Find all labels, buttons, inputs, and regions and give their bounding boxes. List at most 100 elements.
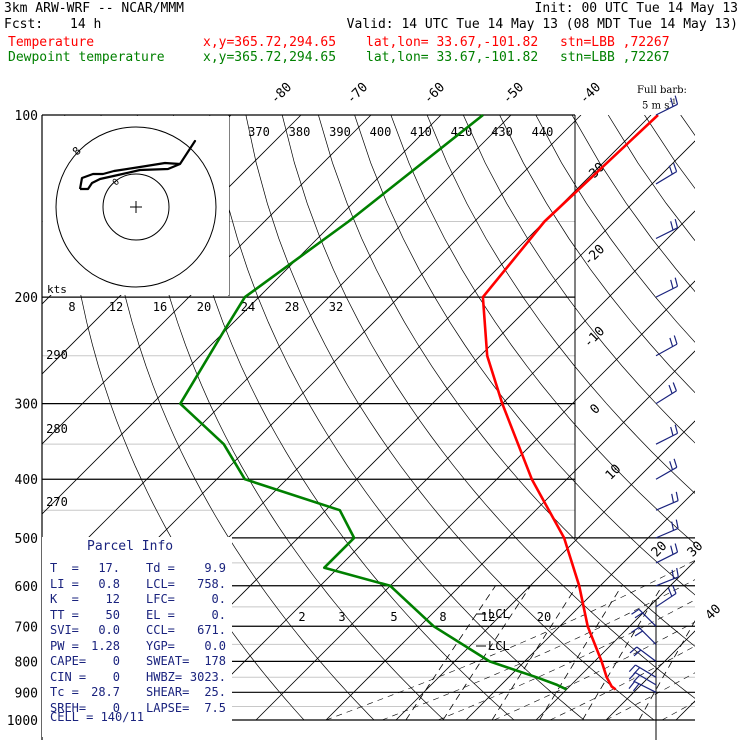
- theta-label: 270: [46, 495, 68, 509]
- wind-barb-flag: [629, 646, 638, 654]
- parcel-param-label: PW =: [50, 638, 79, 653]
- wind-barb-flag: [673, 335, 678, 345]
- valid-time: Valid: 14 UTC Tue 14 May 13 (08 MDT Tue …: [346, 17, 738, 32]
- wind-barb-shaft: [655, 343, 678, 357]
- parcel-param-value: 0.: [211, 607, 226, 622]
- parcel-param-value: 25.: [204, 685, 226, 699]
- dry-adiabat: [462, 115, 695, 444]
- parcel-param-label: SHEAR=: [146, 685, 190, 699]
- pressure-tick-label: 100: [15, 109, 38, 124]
- forecast-label: Fcst:: [4, 17, 44, 32]
- parcel-param-value: 1.28: [91, 638, 120, 653]
- wind-barb-flag: [674, 277, 679, 287]
- hodograph-ring-label: 0: [111, 177, 122, 188]
- full-barb-label: Full barb:: [637, 85, 687, 96]
- parcel-param-value: 0.0: [98, 623, 120, 637]
- wind-barb-flag: [667, 587, 673, 597]
- parcel-info-panel: Parcel Info T = 17. Td = 9.9 LI = 0.8 LCL= 758.…: [42, 537, 232, 737]
- mixing-ratio-label: 2: [298, 610, 305, 624]
- parcel-param-label: CCL=: [146, 623, 175, 637]
- wind-barb-flag: [628, 664, 636, 673]
- wind-barb-flag: [669, 337, 674, 347]
- parcel-param-value: 758.: [197, 576, 226, 591]
- dry-adiabat: [499, 115, 695, 394]
- wind-barb-flag: [634, 630, 643, 637]
- speed-tick-label: 32: [329, 300, 343, 314]
- mixing-ratio-line: [582, 585, 663, 720]
- wind-barb-flag: [628, 681, 635, 689]
- theta-label: 430: [491, 125, 513, 139]
- pressure-tick-label: 200: [15, 291, 38, 306]
- parcel-param-value: 0: [112, 700, 120, 715]
- isotherm-label: -50: [500, 80, 527, 107]
- wind-barb-shaft: [655, 227, 678, 240]
- pressure-tick-label: 600: [15, 580, 38, 595]
- moist-adiabat: [493, 621, 695, 720]
- dry-adiabat: [717, 115, 740, 720]
- parcel-param-label: EL =: [146, 607, 175, 622]
- dry-adiabat: [245, 115, 655, 720]
- wind-barb-shaft: [638, 626, 657, 645]
- parcel-param-value: 0: [112, 669, 120, 684]
- isotherm-label: -20: [581, 242, 608, 269]
- temperature-xy: x,y=365.72,294.65: [203, 35, 337, 50]
- wind-barb-shaft: [655, 551, 678, 564]
- isotherm-label: -70: [344, 80, 371, 107]
- lcl-label: LCL: [488, 639, 510, 653]
- dry-adiabat: [136, 115, 445, 720]
- wind-barb-flag: [628, 672, 636, 680]
- hodograph-trace: [78, 139, 197, 191]
- parcel-param-value: 9.9: [204, 561, 226, 575]
- wind-barb-flag: [675, 519, 679, 529]
- moist-adiabat: [661, 701, 695, 720]
- theta-label: 400: [370, 125, 392, 139]
- wind-barb-flag: [671, 521, 675, 531]
- dry-adiabat: [100, 115, 375, 720]
- dewpoint-latlon: lat,lon= 33.67,-101.82: [366, 50, 539, 65]
- speed-tick-label: 12: [109, 300, 123, 314]
- isotherm: [605, 630, 695, 720]
- lcl-label: LCL: [488, 607, 510, 621]
- isotherm-label: 40: [703, 602, 725, 624]
- wind-barb-flag: [676, 567, 679, 578]
- pressure-tick-label: 300: [15, 398, 38, 413]
- isotherm: [185, 210, 695, 720]
- wind-barb-shaft: [636, 646, 657, 662]
- parcel-param-value: 12: [105, 592, 120, 606]
- mixing-ratio-line: [405, 585, 496, 720]
- parcel-param-value: 3023.: [189, 669, 226, 684]
- init-time: Init: 00 UTC Tue 14 May 13: [534, 1, 739, 16]
- pressure-tick-label: 800: [15, 655, 38, 670]
- isotherm-label: 30: [685, 539, 707, 561]
- wind-barb-flag: [672, 382, 677, 392]
- parcel-param-label: K =: [50, 592, 79, 606]
- mixing-ratio-label: 20: [537, 610, 551, 624]
- parcel-param-label: LFC=: [146, 592, 175, 606]
- theta-label: 390: [329, 125, 351, 139]
- hodograph-ring: [55, 126, 217, 288]
- temperature-latlon: lat,lon= 33.67,-101.82: [366, 35, 539, 50]
- dry-adiabat: [390, 115, 695, 545]
- wind-barb-shaft: [655, 285, 678, 298]
- parcel-param-label: Tc =: [50, 685, 79, 699]
- wind-barb-shaft: [635, 672, 657, 686]
- wind-barb-flag: [670, 97, 674, 107]
- dewpoint-xy: x,y=365.72,294.65: [203, 50, 337, 65]
- theta-label: 380: [289, 125, 311, 139]
- dry-adiabat: [209, 115, 585, 720]
- wind-barb-flag: [632, 683, 640, 692]
- theta-label: 280: [46, 422, 68, 436]
- wind-barb-shaft: [655, 576, 679, 587]
- isotherm-label: -60: [421, 80, 448, 107]
- full-barb-value: 5 m s-1: [642, 98, 677, 112]
- wind-barb-shaft: [655, 103, 678, 116]
- isotherm: [535, 560, 695, 720]
- wind-barb-flag: [633, 649, 642, 657]
- wind-barb-flag: [674, 424, 679, 434]
- moist-adiabat: [605, 672, 695, 720]
- cell-motion: CELL = 140/11: [50, 710, 144, 724]
- dewpoint-station: stn=LBB ,72267: [560, 50, 670, 65]
- dry-adiabat: [173, 115, 515, 720]
- wind-barb-flag: [671, 569, 675, 579]
- wind-barb-shaft: [655, 527, 679, 539]
